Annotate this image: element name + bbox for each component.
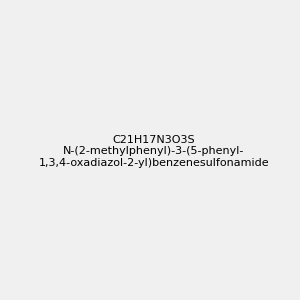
- Text: C21H17N3O3S
N-(2-methylphenyl)-3-(5-phenyl-
1,3,4-oxadiazol-2-yl)benzenesulfonam: C21H17N3O3S N-(2-methylphenyl)-3-(5-phen…: [38, 135, 269, 168]
